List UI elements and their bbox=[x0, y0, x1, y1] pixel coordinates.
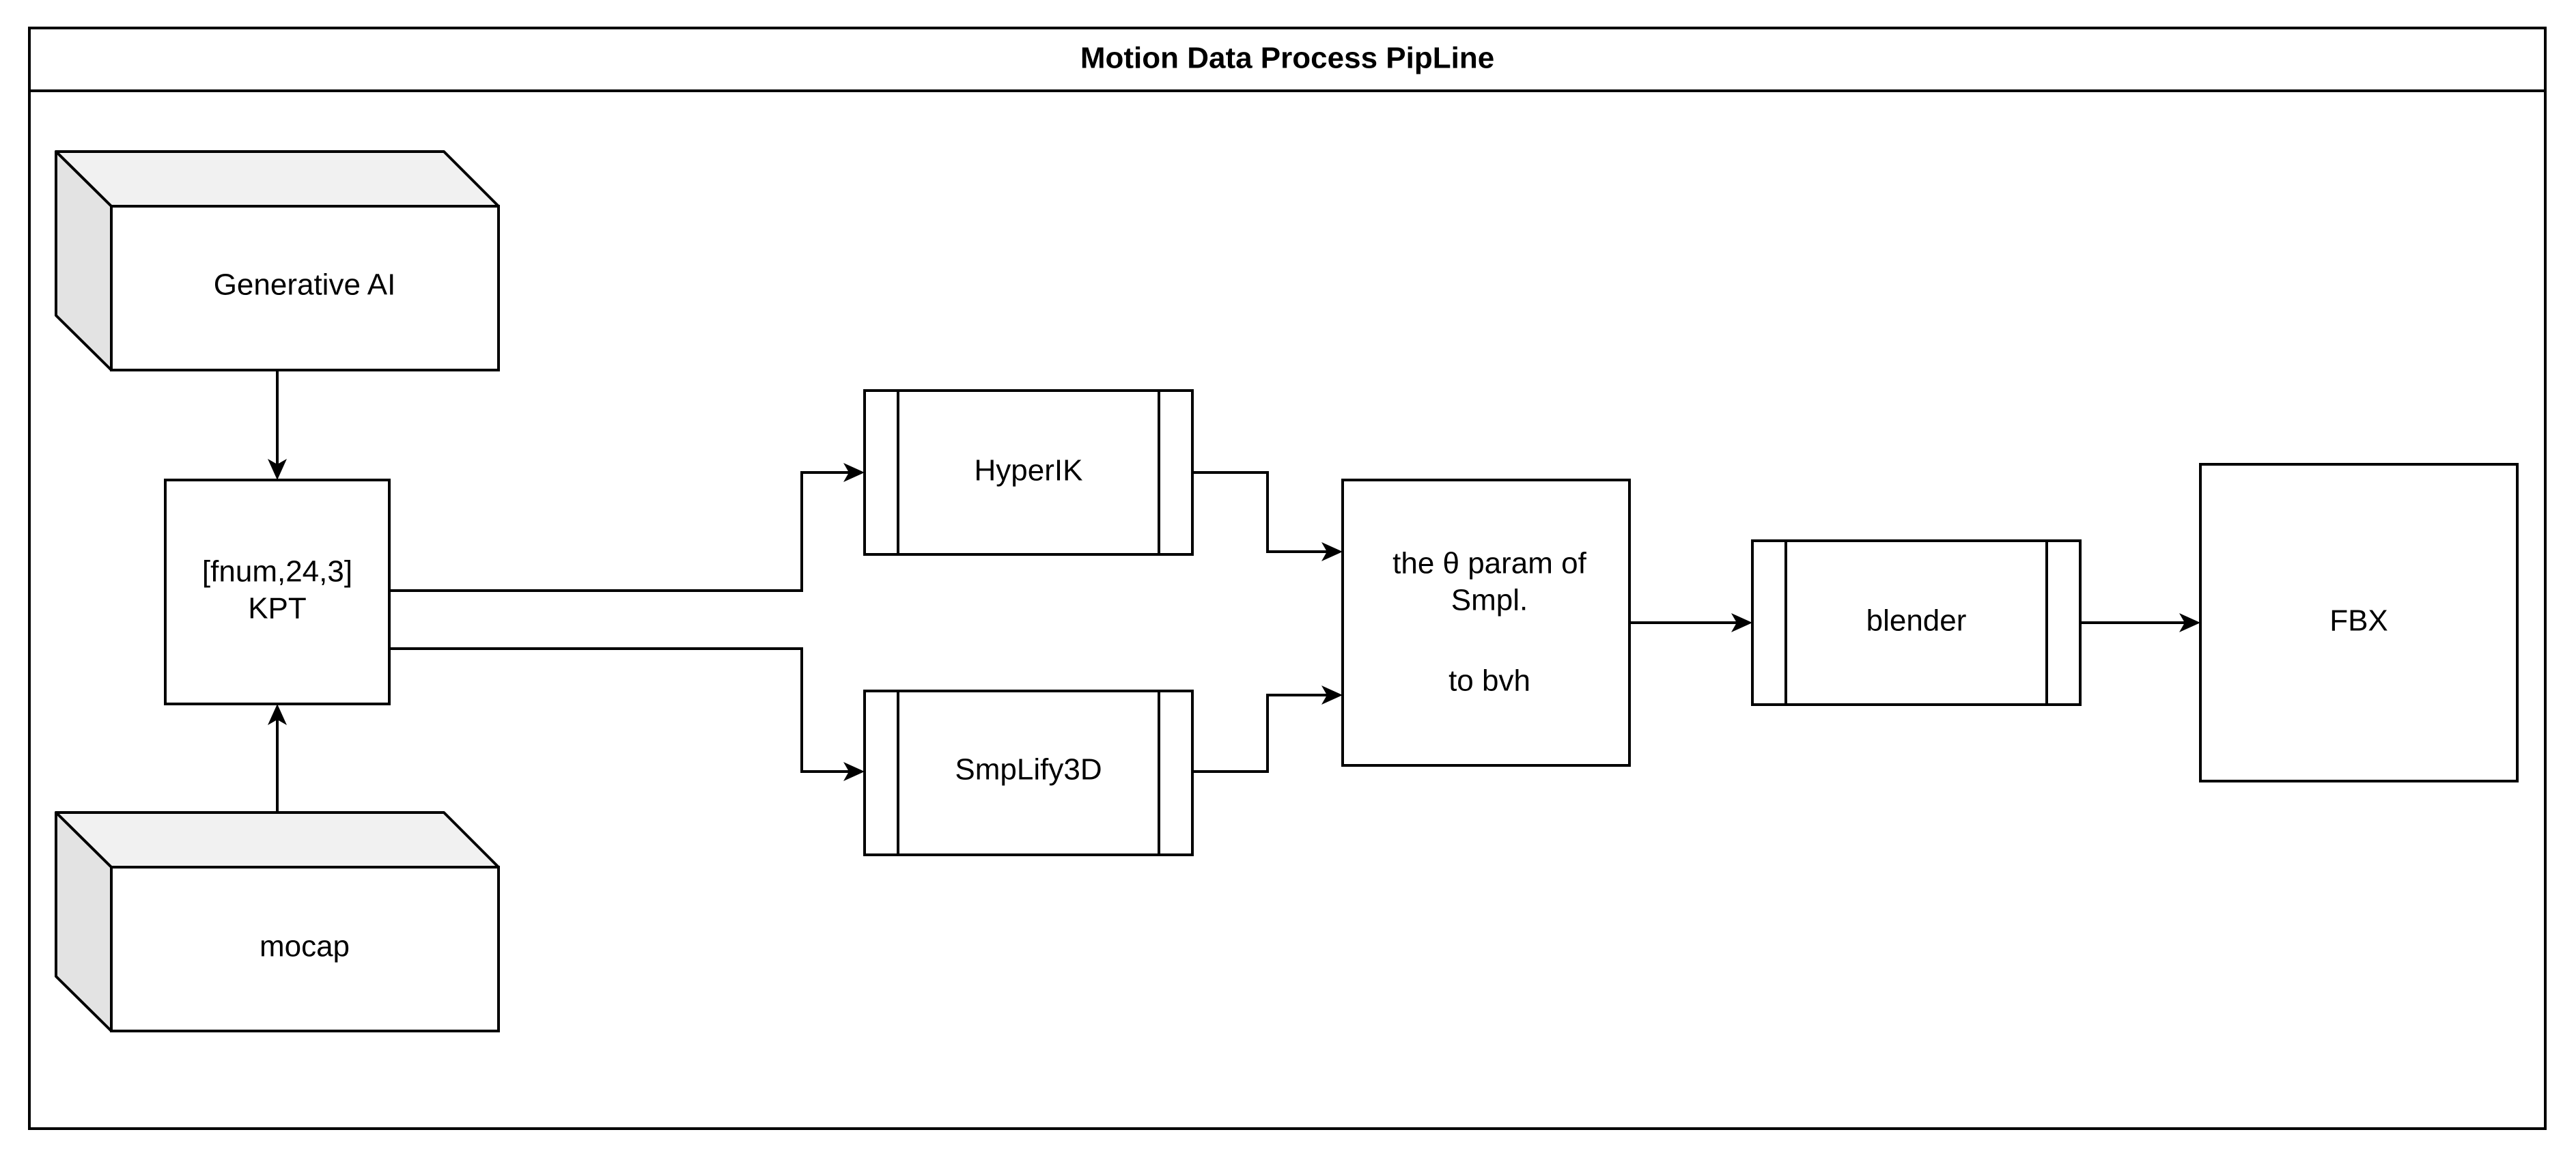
node-blender[interactable]: blender bbox=[1751, 539, 2082, 706]
node-label: HyperIK bbox=[975, 454, 1083, 488]
node-box bbox=[2199, 463, 2519, 782]
node-label-line-1: [fnum,24,3] bbox=[202, 555, 352, 589]
cube-top-face bbox=[55, 811, 500, 868]
node-box bbox=[863, 389, 1194, 556]
edge-line bbox=[389, 471, 851, 592]
node-label-line-1: the θ param of bbox=[1392, 547, 1586, 580]
edge-blender-to-fbx bbox=[2080, 613, 2200, 632]
node-label: SmpLify3D bbox=[955, 753, 1102, 787]
arrowhead-icon bbox=[843, 463, 865, 482]
arrowhead-icon bbox=[1731, 613, 1752, 632]
edge-theta-to-blender bbox=[1629, 613, 1752, 632]
node-label-line-2: Smpl. bbox=[1451, 584, 1528, 617]
edge-hyperik-to-theta bbox=[1192, 471, 1343, 561]
node-kpt[interactable]: [fnum,24,3] KPT bbox=[164, 479, 391, 705]
node-label: Generative AI bbox=[214, 268, 396, 302]
edge-generative-ai-to-kpt bbox=[268, 370, 287, 480]
arrowhead-icon bbox=[2179, 613, 2200, 632]
cube-top-face bbox=[55, 150, 500, 208]
edge-line bbox=[1192, 694, 1329, 773]
node-label: blender bbox=[1866, 604, 1967, 638]
node-theta-param[interactable]: the θ param of Smpl. to bvh bbox=[1341, 479, 1631, 767]
edge-kpt-to-smplify3d bbox=[389, 647, 865, 781]
node-label-line-2: KPT bbox=[248, 592, 307, 625]
arrowhead-icon bbox=[1321, 542, 1343, 561]
arrowhead-icon bbox=[268, 704, 287, 725]
node-fbx[interactable]: FBX bbox=[2199, 463, 2519, 782]
node-label-line-3: to bvh bbox=[1448, 664, 1530, 698]
edge-line bbox=[389, 647, 851, 773]
cube-front-face bbox=[110, 866, 500, 1032]
edge-kpt-to-hyperik bbox=[389, 463, 865, 592]
node-box bbox=[1751, 539, 2082, 706]
arrowhead-icon bbox=[1321, 686, 1343, 705]
node-smplify3d[interactable]: SmpLify3D bbox=[863, 690, 1194, 856]
diagram-title: Motion Data Process PipLine bbox=[1080, 42, 1494, 75]
node-label: mocap bbox=[260, 930, 350, 963]
cube-front-face bbox=[110, 205, 500, 371]
edge-mocap-to-kpt bbox=[268, 704, 287, 813]
node-box bbox=[1341, 479, 1631, 767]
node-mocap[interactable]: mocap bbox=[55, 811, 500, 1032]
node-hyperik[interactable]: HyperIK bbox=[863, 389, 1194, 556]
edge-line bbox=[1192, 471, 1329, 553]
edge-smplify3d-to-theta bbox=[1192, 686, 1343, 773]
node-label: FBX bbox=[2329, 604, 2388, 638]
arrowhead-icon bbox=[268, 459, 287, 480]
arrowhead-icon bbox=[843, 762, 865, 781]
node-generative-ai[interactable]: Generative AI bbox=[55, 150, 500, 371]
